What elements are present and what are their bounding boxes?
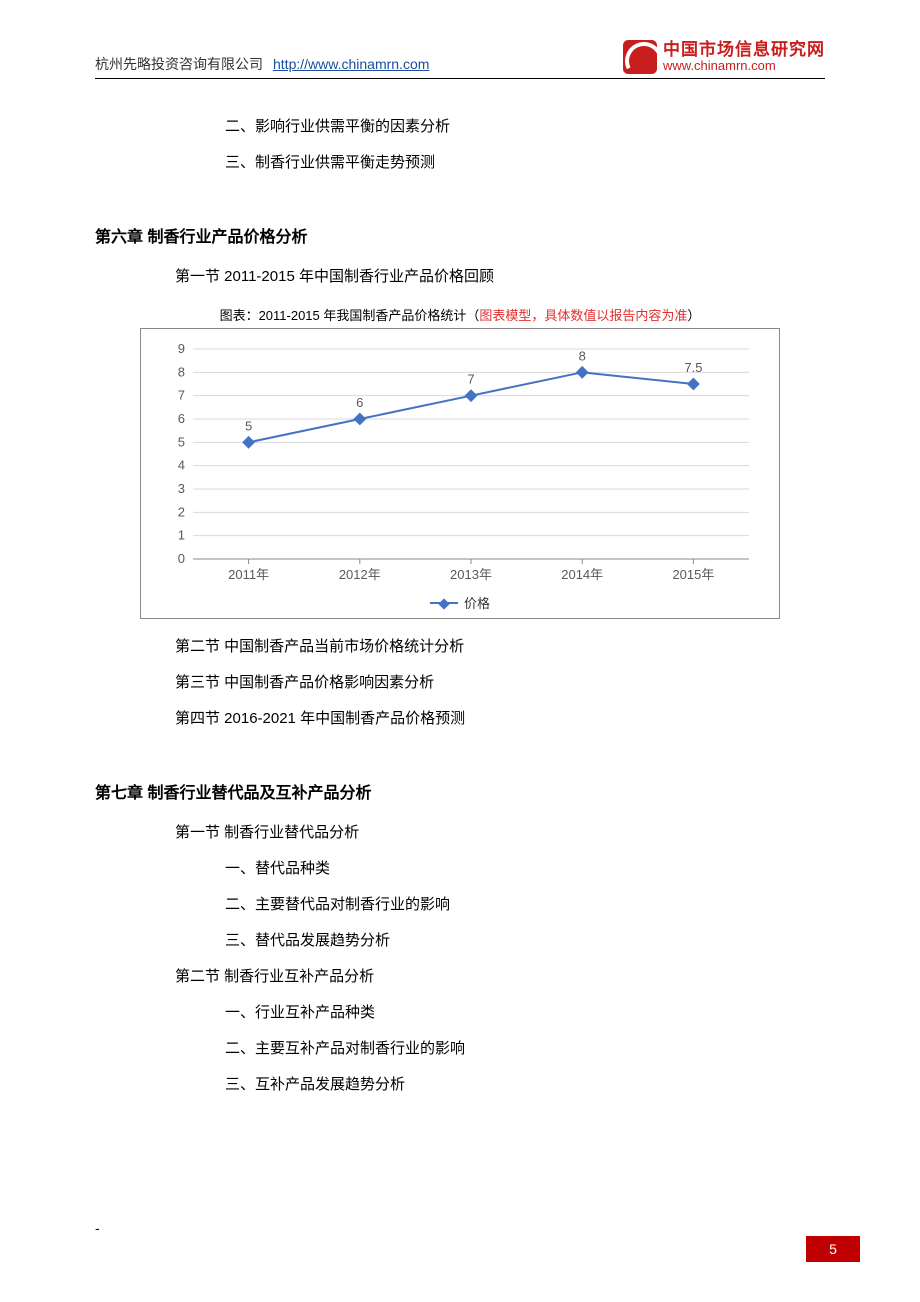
svg-text:5: 5 (245, 418, 252, 433)
pre-line-1: 二、影响行业供需平衡的因素分析 (225, 109, 825, 145)
ch6-section-1: 第一节 2011-2015 年中国制香行业产品价格回顾 (175, 259, 825, 295)
ch7-s1-item-2: 二、主要替代品对制香行业的影响 (225, 887, 825, 923)
chapter-7-title: 第七章 制香行业替代品及互补产品分析 (95, 779, 825, 803)
page-number: 5 (806, 1236, 860, 1262)
legend-marker-icon (430, 602, 458, 604)
chart-caption-red: 图表模型，具体数值以报告内容为准 (479, 308, 687, 323)
header-left: 杭州先略投资咨询有限公司 http://www.chinamrn.com (95, 54, 429, 74)
svg-text:3: 3 (178, 481, 185, 496)
chapter-6-title: 第六章 制香行业产品价格分析 (95, 223, 825, 247)
svg-text:1: 1 (178, 528, 185, 543)
logo-url-text: www.chinamrn.com (663, 59, 825, 73)
svg-text:2: 2 (178, 504, 185, 519)
company-name: 杭州先略投资咨询有限公司 (95, 54, 263, 74)
ch6-section-3: 第三节 中国制香产品价格影响因素分析 (175, 665, 825, 701)
svg-text:2013年: 2013年 (450, 567, 492, 582)
chart-svg: 0 1 2 3 4 5 6 7 8 9 2011年 2012年 2013年 2014年 2015年 5 6 7 8 7… (153, 339, 769, 589)
pre-line-2: 三、制香行业供需平衡走势预测 (225, 145, 825, 181)
logo-icon (623, 40, 657, 74)
svg-text:8: 8 (579, 348, 586, 363)
svg-text:7: 7 (178, 388, 185, 403)
ch7-s1-item-3: 三、替代品发展趋势分析 (225, 923, 825, 959)
svg-text:7: 7 (467, 372, 474, 387)
price-line-chart: 0 1 2 3 4 5 6 7 8 9 2011年 2012年 2013年 2014年 2015年 5 6 7 8 7… (140, 328, 780, 619)
chart-legend: 价格 (153, 593, 767, 612)
svg-text:2012年: 2012年 (339, 567, 381, 582)
ch7-s2-item-1: 一、行业互补产品种类 (225, 995, 825, 1031)
legend-label: 价格 (464, 593, 490, 612)
svg-text:5: 5 (178, 434, 185, 449)
svg-text:4: 4 (178, 458, 185, 473)
logo-cn-text: 中国市场信息研究网 (663, 41, 825, 60)
header-url-link[interactable]: http://www.chinamrn.com (273, 56, 429, 72)
svg-text:2014年: 2014年 (561, 567, 603, 582)
svg-text:6: 6 (356, 395, 363, 410)
ch7-s1-item-1: 一、替代品种类 (225, 851, 825, 887)
ch7-s2-item-3: 三、互补产品发展趋势分析 (225, 1067, 825, 1103)
ch7-s2-item-2: 二、主要互补产品对制香行业的影响 (225, 1031, 825, 1067)
footer-dash: - (95, 1220, 100, 1236)
svg-text:7.5: 7.5 (684, 360, 702, 375)
chart-caption-prefix: 图表：2011-2015 年我国制香产品价格统计（ (220, 308, 480, 323)
svg-text:0: 0 (178, 551, 185, 566)
ch6-section-4: 第四节 2016-2021 年中国制香产品价格预测 (175, 701, 825, 737)
chart-caption-suffix: ） (687, 308, 700, 323)
site-logo: 中国市场信息研究网 www.chinamrn.com (623, 40, 825, 74)
chart-caption: 图表：2011-2015 年我国制香产品价格统计（图表模型，具体数值以报告内容为… (95, 305, 825, 324)
svg-text:9: 9 (178, 341, 185, 356)
page-header: 杭州先略投资咨询有限公司 http://www.chinamrn.com 中国市… (95, 40, 825, 79)
ch7-section-2: 第二节 制香行业互补产品分析 (175, 959, 825, 995)
svg-text:6: 6 (178, 411, 185, 426)
svg-text:2011年: 2011年 (228, 567, 269, 582)
ch6-section-2: 第二节 中国制香产品当前市场价格统计分析 (175, 629, 825, 665)
svg-text:2015年: 2015年 (672, 567, 714, 582)
svg-text:8: 8 (178, 364, 185, 379)
ch7-section-1: 第一节 制香行业替代品分析 (175, 815, 825, 851)
